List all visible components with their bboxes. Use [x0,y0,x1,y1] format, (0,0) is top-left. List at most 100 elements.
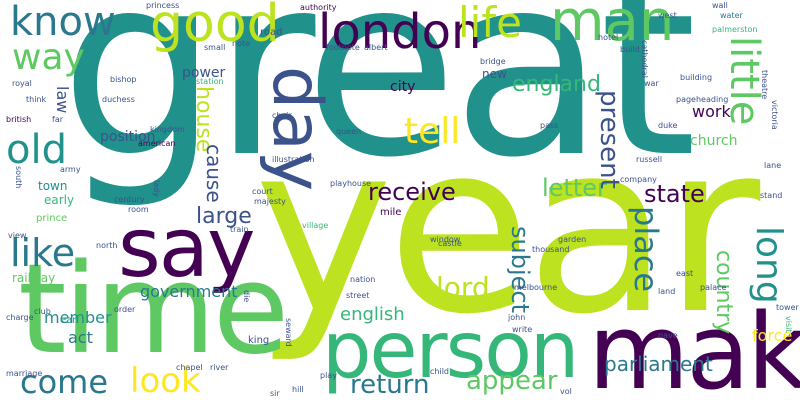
word-person: person [322,306,579,396]
word-write: write [512,325,533,334]
word-queen: queen [336,127,362,136]
word-east: east [676,269,694,278]
word-die: die [242,290,251,303]
word-letter: letter [542,174,607,202]
word-return: return [350,370,430,400]
word-church: church [690,133,738,149]
word-large: large [196,204,252,229]
word-early: early [44,193,75,207]
word-come: come [20,363,109,400]
word-law: law [53,86,72,114]
word-far: far [52,115,64,124]
word-river: river [210,363,229,372]
word-receive: receive [368,178,456,206]
word-stand: stand [760,191,783,200]
word-street: street [346,291,370,300]
word-russell: russell [636,155,663,164]
word-house: house [191,86,216,153]
word-british: british [6,115,32,124]
word-lane: lane [764,161,782,170]
word-way: way [12,37,85,78]
word-building: building [680,73,713,82]
word-little: little [721,36,767,126]
word-day: day [257,66,336,192]
word-garden: garden [558,235,587,244]
word-room: room [128,205,149,214]
word-position: position [100,129,156,145]
word-small: small [204,43,226,52]
word-earl: earl [60,315,80,326]
word-road: road [260,27,283,38]
word-time: time [18,238,289,382]
word-train: train [230,225,249,234]
word-club: club [34,307,51,316]
word-lady: lady [152,180,161,197]
word-look: look [130,361,201,400]
word-make: make [588,291,800,400]
word-west: west [658,11,677,20]
word-build: build [620,45,640,54]
word-playhouse: playhouse [330,179,372,188]
word-year: year [254,93,760,366]
word-station: station [196,77,224,86]
word-royal: royal [12,79,32,88]
word-theatre: theatre [760,70,769,100]
word-visit: visit [784,316,793,333]
word-think: think [26,95,47,104]
word-say: say [118,201,255,296]
word-view: view [8,231,27,240]
word-good: good [150,0,280,54]
word-note: note [232,39,251,48]
word-north: north [96,241,118,250]
word-long: long [748,226,789,304]
word-tell: tell [404,111,461,152]
word-village: village [302,221,329,230]
word-power: power [182,65,226,81]
word-great: great [60,0,697,212]
word-mile: mile [380,207,402,218]
word-albert: albert [364,43,388,52]
word-country: country [711,250,736,335]
word-footnote: footnote [326,43,360,52]
word-water: water [720,11,743,20]
word-land: land [658,287,676,296]
word-railway: railway [12,271,56,285]
word-duchess: duchess [102,95,135,104]
word-wall: wall [712,1,728,10]
word-castle: castle [438,239,462,248]
word-seward: seward [284,318,293,347]
word-life: life [458,0,522,47]
word-century: century [114,195,145,204]
word-american: american [138,139,176,148]
word-majesty: majesty [254,197,286,206]
word-english: english [340,304,405,325]
word-member: member [44,308,112,327]
word-sir: sir [270,389,280,398]
word-nation: nation [350,275,376,284]
word-south: south [14,166,23,189]
word-thousand: thousand [532,245,570,254]
word-nave: nave [658,331,678,340]
word-palmerston: palmerston [712,25,758,34]
word-order: order [114,305,136,314]
word-victoria: victoria [770,100,779,130]
word-pass: pass [540,121,559,130]
word-subject: subject [506,226,534,313]
word-force: force [752,326,793,345]
word-act: act [68,328,93,347]
word-company: company [620,175,657,184]
word-like: like [10,231,76,275]
word-bishop: bishop [110,75,137,84]
word-palace: palace [700,283,727,292]
word-prince: prince [36,213,68,224]
word-illustration: illustration [272,155,315,164]
word-appear: appear [466,366,558,396]
word-john: john [508,313,526,322]
word-king: king [248,335,270,346]
word-play: play [320,371,337,380]
word-chapel: chapel [176,363,203,372]
word-england: england [512,72,601,97]
word-charge: charge [6,313,34,322]
word-lord: lord [436,271,490,304]
